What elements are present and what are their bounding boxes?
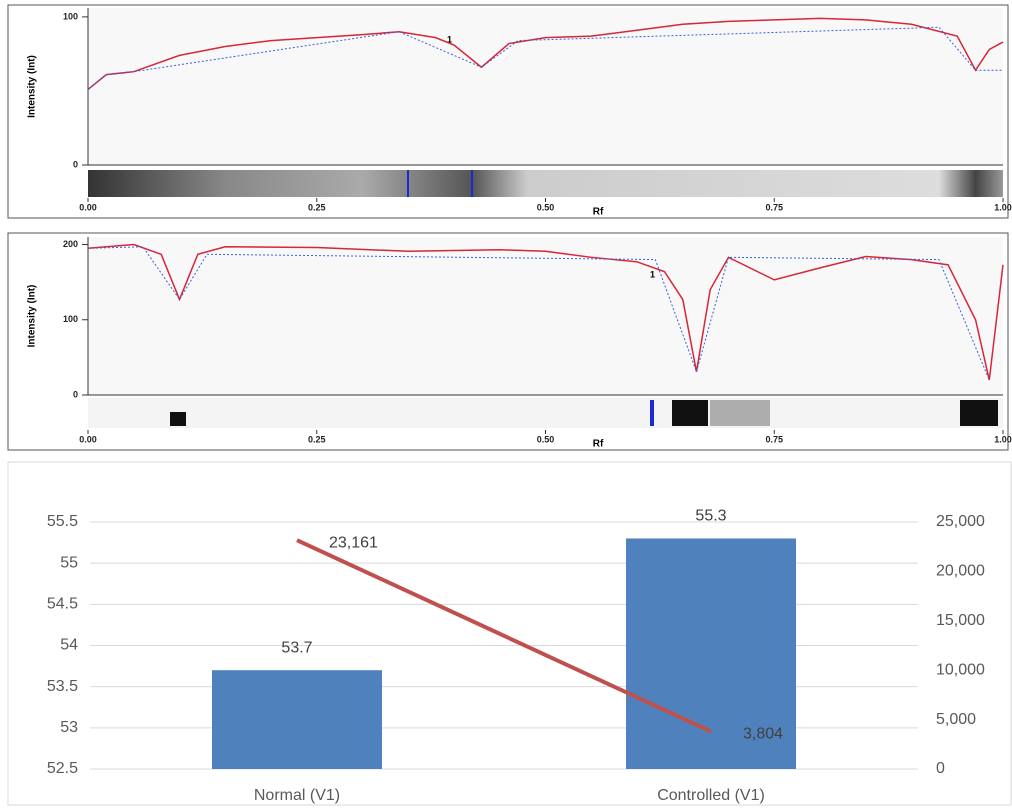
y-tick-label: 54.5 bbox=[47, 596, 78, 613]
y-tick-label: 0 bbox=[73, 389, 78, 399]
spot bbox=[672, 400, 708, 426]
x-tick-label: 0.50 bbox=[537, 434, 555, 444]
line-value-label: 23,161 bbox=[329, 534, 378, 551]
plot-area bbox=[88, 8, 1003, 165]
x-tick-label: 0.50 bbox=[537, 202, 555, 212]
x-tick-label: 0.00 bbox=[79, 202, 97, 212]
spot bbox=[170, 412, 186, 426]
bar-value-label: 53.7 bbox=[281, 639, 312, 656]
plate-strip bbox=[88, 170, 1003, 197]
bar bbox=[212, 670, 382, 769]
y-tick-label: 55.5 bbox=[47, 513, 78, 530]
line-value-label: 3,804 bbox=[743, 726, 783, 743]
y2-tick-label: 5,000 bbox=[936, 711, 976, 728]
y-tick-label: 200 bbox=[63, 239, 78, 249]
bar-value-label: 55.3 bbox=[695, 508, 726, 525]
y-tick-label: 52.5 bbox=[47, 760, 78, 777]
y-tick-label: 53 bbox=[60, 719, 78, 736]
x-tick-label: 0.25 bbox=[308, 202, 326, 212]
y-axis-label: Intensity (Int) bbox=[27, 285, 38, 348]
spot bbox=[710, 400, 770, 426]
y-tick-label: 53.5 bbox=[47, 678, 78, 695]
x-tick-label: Normal (V1) bbox=[254, 787, 340, 804]
y-tick-label: 0 bbox=[73, 159, 78, 169]
y-tick-label: 55 bbox=[60, 554, 78, 571]
x-tick-label: 0.75 bbox=[765, 434, 783, 444]
y2-tick-label: 10,000 bbox=[936, 661, 985, 678]
x-tick-label: 0.25 bbox=[308, 434, 326, 444]
y-tick-label: 100 bbox=[63, 11, 78, 21]
y2-tick-label: 0 bbox=[936, 760, 945, 777]
x-axis-label: Rf bbox=[593, 207, 604, 218]
y-axis-label: Intensity (Int) bbox=[27, 55, 38, 118]
x-tick-label: 1.00 bbox=[994, 434, 1012, 444]
plate-strip bbox=[88, 398, 1003, 428]
spot bbox=[960, 400, 998, 426]
y2-tick-label: 25,000 bbox=[936, 513, 985, 530]
y-tick-label: 54 bbox=[60, 637, 78, 654]
figure: 01000.000.250.500.751.00RfIntensity (Int… bbox=[0, 0, 1012, 809]
y2-tick-label: 15,000 bbox=[936, 612, 985, 629]
x-tick-label: Controlled (V1) bbox=[657, 787, 765, 804]
panel-frame bbox=[8, 462, 1011, 805]
annotation: 1 bbox=[650, 269, 655, 279]
plot-area bbox=[88, 237, 1003, 395]
x-tick-label: 0.75 bbox=[765, 202, 783, 212]
x-tick-label: 1.00 bbox=[994, 202, 1012, 212]
y-tick-label: 100 bbox=[63, 314, 78, 324]
x-tick-label: 0.00 bbox=[79, 434, 97, 444]
x-axis-label: Rf bbox=[593, 439, 604, 450]
y2-tick-label: 20,000 bbox=[936, 563, 985, 580]
